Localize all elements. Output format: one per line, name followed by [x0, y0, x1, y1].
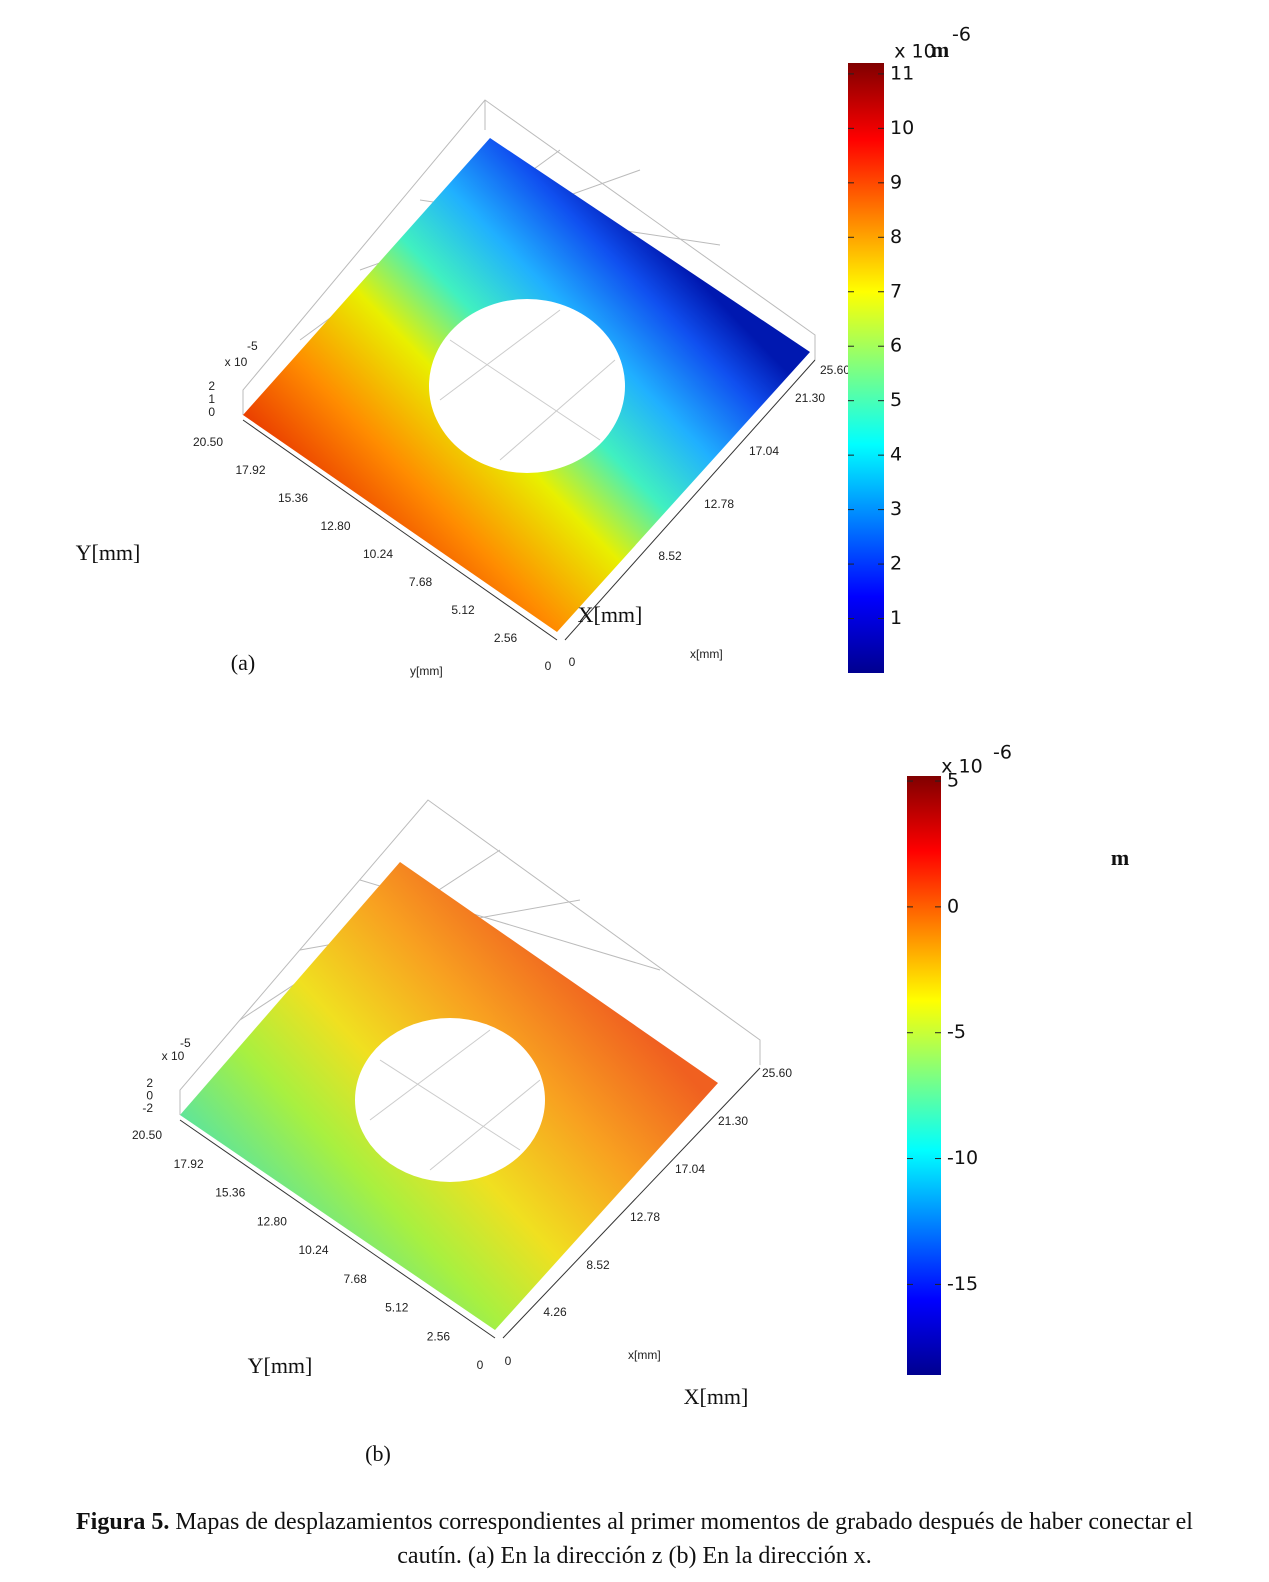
- colorbar-exponent: -6: [993, 742, 1012, 764]
- z-tick-label: 0: [146, 1089, 153, 1103]
- colorbar-tick-label: 2: [890, 553, 902, 575]
- y-axis-small-label: y[mm]: [410, 664, 443, 678]
- z-scale-exponent: -5: [180, 1036, 191, 1050]
- colorbar-tick-label: 3: [890, 498, 902, 520]
- caption-text: Mapas de desplazamientos correspondiente…: [175, 1509, 1193, 1535]
- y-tick-label: 15.36: [278, 491, 308, 505]
- colorbar-tick-label: -10: [947, 1147, 978, 1169]
- z-scale-label: x 10: [162, 1049, 185, 1063]
- colorbar-tick-label: 1: [890, 607, 902, 629]
- y-tick-label: 2.56: [427, 1329, 451, 1343]
- x-tick-label: 0: [569, 655, 576, 669]
- x-axis-label: X[mm]: [684, 1384, 749, 1409]
- colorbar-exponent: -6: [952, 24, 971, 46]
- colorbar: [848, 63, 884, 673]
- x-tick-label: 17.04: [749, 444, 779, 458]
- y-tick-label: 20.50: [132, 1128, 162, 1142]
- colorbar-tick-label: -15: [947, 1273, 978, 1295]
- colorbar-tick-label: 7: [890, 280, 902, 302]
- x-tick-label: 25.60: [820, 363, 850, 377]
- y-tick-label: 10.24: [298, 1243, 328, 1257]
- y-tick-label: 5.12: [385, 1301, 409, 1315]
- x-axis-small-label: x[mm]: [690, 647, 723, 661]
- panel-label: (a): [231, 650, 255, 675]
- z-scale-exponent: -5: [247, 339, 258, 353]
- y-tick-label: 12.80: [320, 519, 350, 533]
- axis-lines: [179, 359, 816, 1339]
- colorbar-tick-label: 6: [890, 335, 902, 357]
- y-tick-label: 10.24: [363, 547, 393, 561]
- hole-grid: [369, 1029, 541, 1171]
- hole: [429, 299, 625, 473]
- caption-text: cautín. (a) En la dirección z (b) En la …: [397, 1543, 872, 1569]
- z-scale-label: x 10: [225, 355, 248, 369]
- x-tick-label: 21.30: [795, 391, 825, 405]
- z-tick-label: -2: [142, 1101, 153, 1115]
- y-tick-label: 20.50: [193, 435, 223, 449]
- hole-grid: [439, 309, 616, 461]
- colorbar-tick-label: 9: [890, 171, 902, 193]
- colorbar-unit: m: [1111, 845, 1129, 870]
- y-tick-label: 7.68: [343, 1272, 367, 1286]
- x-axis-label: X[mm]: [578, 602, 643, 627]
- panel-label: (b): [365, 1441, 391, 1466]
- colorbar-tick-label: 8: [890, 226, 902, 248]
- colorbar-tick-label: 11: [890, 62, 914, 84]
- y-tick-label: 0: [477, 1358, 484, 1372]
- y-tick-label: 2.56: [494, 631, 518, 645]
- x-tick-label: 12.78: [630, 1210, 660, 1224]
- y-axis-label: Y[mm]: [248, 1353, 313, 1378]
- y-axis-label: Y[mm]: [76, 540, 141, 565]
- caption-label: Figura 5.: [76, 1509, 170, 1535]
- caption: Figura 5. Mapas de desplazamientos corre…: [0, 1505, 1269, 1573]
- y-tick-label: 7.68: [409, 575, 433, 589]
- y-tick-label: 12.80: [257, 1214, 287, 1228]
- colorbar-multiplier: x 10: [941, 756, 982, 778]
- colorbar-multiplier: x 10: [894, 41, 935, 63]
- z-tick-label: 1: [208, 392, 215, 406]
- y-tick-label: 17.92: [174, 1157, 204, 1171]
- colorbar: [907, 776, 941, 1375]
- z-tick-label: 2: [208, 379, 215, 393]
- colorbar-tick-label: 10: [890, 117, 914, 139]
- x-tick-label: 25.60: [762, 1066, 792, 1080]
- x-tick-label: 0: [505, 1354, 512, 1368]
- figure: 20.50 17.92 15.36 12.80 10.24 7.68 5.12 2.56 0 0 8…: [76, 24, 1130, 1467]
- colorbar-tick-label: -5: [947, 1021, 966, 1043]
- colorbar-tick-label: 5: [890, 389, 902, 411]
- x-tick-label: 4.26: [543, 1305, 567, 1319]
- y-tick-label: 5.12: [451, 603, 475, 617]
- colorbar-tick-label: 4: [890, 444, 902, 466]
- x-tick-label: 17.04: [675, 1162, 705, 1176]
- y-tick-label: 17.92: [235, 463, 265, 477]
- colorbar-tick-label: 5: [947, 770, 959, 792]
- x-axis-small-label: x[mm]: [628, 1348, 661, 1362]
- y-tick-label: 0: [545, 659, 552, 673]
- colorbar-unit: m: [931, 37, 949, 62]
- x-tick-label: 21.30: [718, 1114, 748, 1128]
- x-tick-label: 8.52: [586, 1258, 610, 1272]
- x-tick-label: 12.78: [704, 497, 734, 511]
- x-tick-label: 8.52: [658, 549, 682, 563]
- colorbar-tick-label: 0: [947, 895, 959, 917]
- z-tick-label: 0: [208, 405, 215, 419]
- y-tick-label: 15.36: [215, 1186, 245, 1200]
- hole: [355, 1018, 545, 1182]
- z-tick-label: 2: [146, 1076, 153, 1090]
